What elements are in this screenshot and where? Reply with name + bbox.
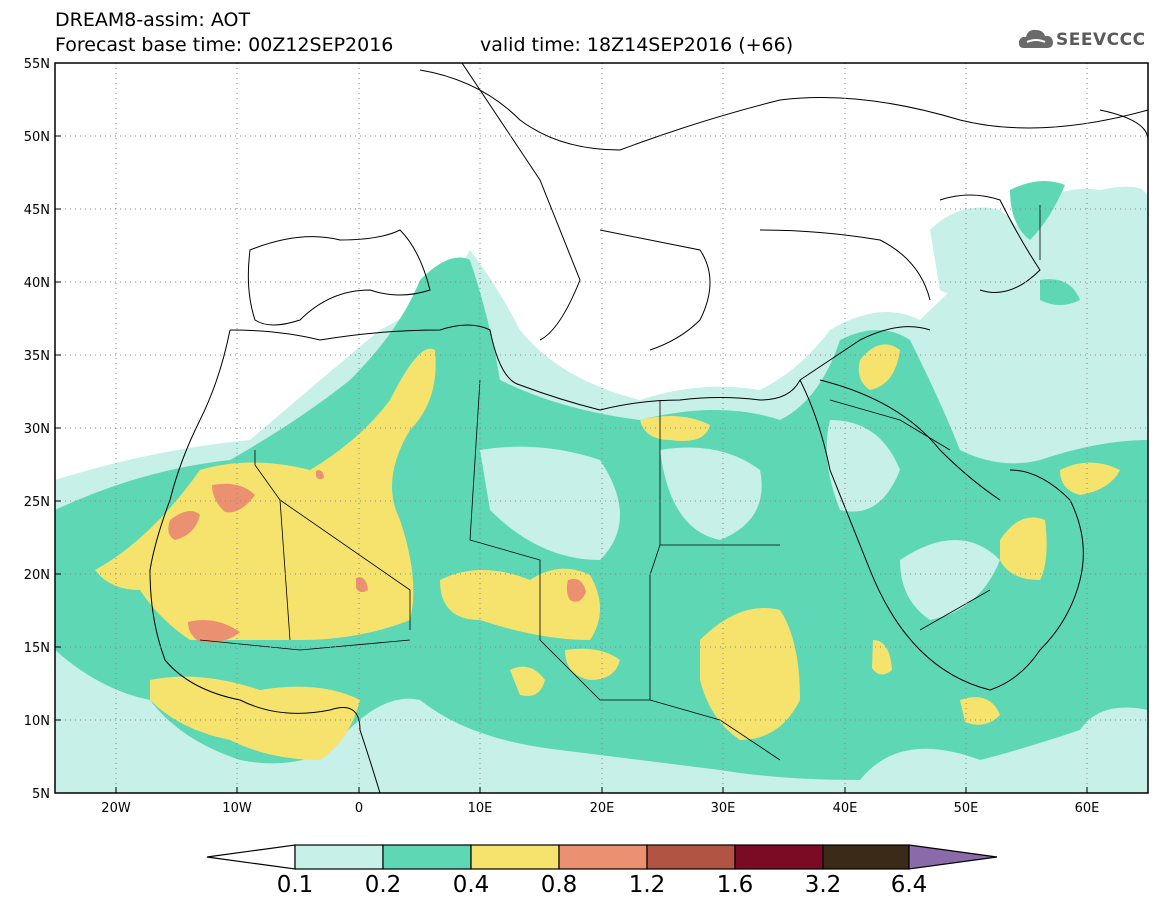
lat-label-35n: 35N [24, 349, 50, 364]
borders [199, 205, 1041, 761]
lat-label-45n: 45N [24, 203, 50, 218]
lon-label-20e: 20E [590, 801, 615, 816]
logo-text: SEEVCCC [1056, 30, 1146, 50]
cloud-icon [1018, 29, 1053, 48]
lon-label-50e: 50E [954, 801, 979, 816]
lat-label-15n: 15N [24, 641, 50, 656]
colorbar-swatch-1.6 [734, 844, 824, 870]
lat-label-25n: 25N [24, 495, 50, 510]
lon-label-60e: 60E [1075, 801, 1100, 816]
gridlines [55, 63, 1148, 793]
lat-label-55n: 55N [24, 57, 50, 72]
colorbar-label-6.4: 6.4 [890, 872, 928, 898]
colorbar-label-0.4: 0.4 [452, 872, 490, 898]
seevccc-logo: SEEVCCC [1018, 26, 1158, 56]
valid-time: valid time: 18Z14SEP2016 (+66) [480, 34, 794, 56]
ticks [55, 62, 1088, 794]
colorbar-label-0.2: 0.2 [364, 872, 402, 898]
lon-labels: 20W 10W 0 10E 20E 30E 40E 50E 60E [101, 801, 1099, 816]
lat-label-10n: 10N [24, 714, 50, 729]
colorbar-swatch-0.1 [294, 844, 384, 870]
colorbar-swatch-0.2 [382, 844, 472, 870]
colorbar-swatch-3.2 [822, 844, 910, 870]
colorbar-label-0.8: 0.8 [540, 872, 578, 898]
forecast-base-time: Forecast base time: 00Z12SEP2016 [55, 34, 394, 56]
lat-label-30n: 30N [24, 422, 50, 437]
lat-label-50n: 50N [24, 130, 50, 145]
colorbar-low-triangle [206, 844, 296, 870]
colorbar-high-triangle [908, 844, 998, 870]
lon-label-20w: 20W [101, 801, 131, 816]
colorbar-label-1.2: 1.2 [628, 872, 666, 898]
colorbar-label-1.6: 1.6 [716, 872, 754, 898]
lat-label-40n: 40N [24, 276, 50, 291]
coastlines [149, 63, 1148, 793]
colorbar-swatch-1.2 [646, 844, 736, 870]
aot-level-0.8 [168, 470, 586, 643]
lon-label-10e: 10E [468, 801, 493, 816]
lat-labels: 55N 50N 45N 40N 35N 30N 25N 20N 15N 10N … [24, 57, 50, 802]
lat-label-5n: 5N [32, 787, 50, 802]
colorbar-label-0.1: 0.1 [276, 872, 314, 898]
lon-label-40e: 40E [833, 801, 858, 816]
chart-title: DREAM8-assim: AOT [55, 9, 251, 31]
colorbar-label-3.2: 3.2 [804, 872, 842, 898]
lon-label-10w: 10W [222, 801, 252, 816]
aot-level-0.4 [95, 344, 1120, 760]
lon-label-30e: 30E [711, 801, 736, 816]
colorbar-swatch-0.4 [470, 844, 560, 870]
lat-label-20n: 20N [24, 568, 50, 583]
lon-label-0: 0 [355, 801, 363, 816]
colorbar-swatch-0.8 [558, 844, 648, 870]
colorbar [206, 844, 998, 870]
